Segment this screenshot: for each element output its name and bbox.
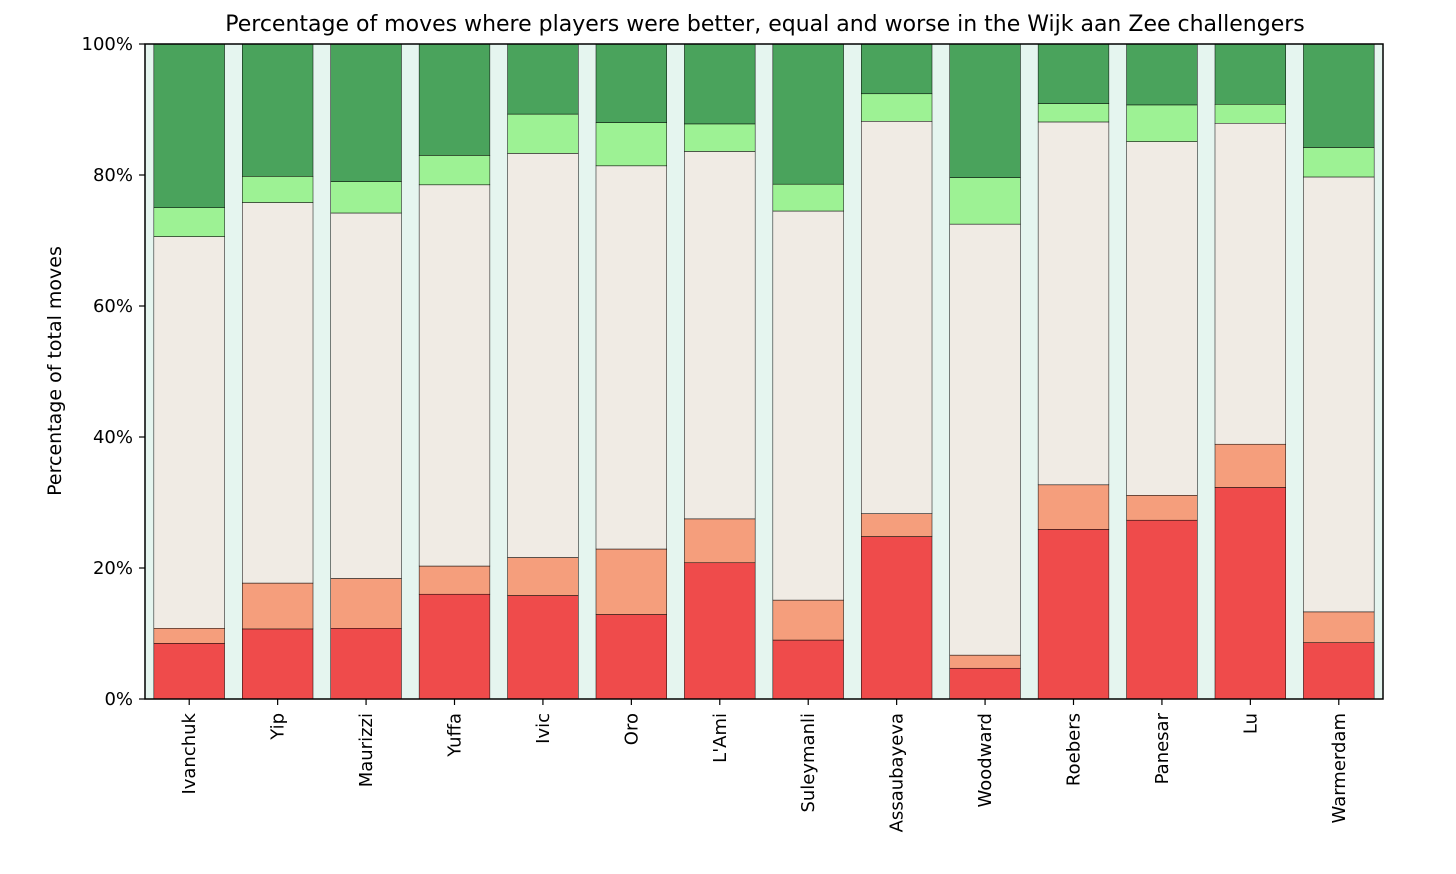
bar-better-7 — [772, 43, 844, 185]
bar-better-3 — [418, 43, 491, 156]
bar-better-10 — [1037, 43, 1110, 104]
y-axis-label: Percentage of total moves — [44, 246, 66, 496]
x-tick-label-7: Suleymanli — [798, 713, 819, 813]
y-tick-label-5: 100% — [82, 34, 133, 55]
bar-better-6 — [684, 43, 756, 125]
x-tick-label-12: Lu — [1240, 713, 1261, 734]
bars-group — [153, 43, 1375, 700]
bar-worse-11 — [1126, 519, 1198, 700]
bar-slightly-better-13 — [1303, 147, 1375, 178]
bar-better-13 — [1303, 43, 1375, 148]
x-tick-label-0: Ivanchuk — [179, 712, 200, 794]
bar-slightly-better-3 — [418, 155, 491, 186]
bar-worse-4 — [507, 595, 579, 700]
bar-slightly-worse-4 — [507, 557, 579, 596]
bar-equal-8 — [861, 121, 933, 514]
bar-worse-9 — [949, 667, 1021, 700]
x-tick-label-9: Woodward — [975, 713, 996, 807]
bar-equal-1 — [242, 202, 314, 584]
bar-better-0 — [153, 43, 225, 208]
x-tick-label-10: Roebers — [1064, 713, 1085, 786]
bar-worse-10 — [1037, 529, 1110, 700]
plot-frame — [144, 43, 1384, 700]
bar-slightly-better-5 — [595, 122, 667, 167]
bar-equal-9 — [949, 223, 1021, 656]
bar-slightly-worse-0 — [153, 628, 225, 644]
bar-slightly-worse-7 — [772, 599, 844, 641]
bar-slightly-worse-9 — [949, 654, 1021, 669]
bar-better-2 — [330, 43, 402, 182]
bar-equal-12 — [1214, 123, 1286, 445]
bar-slightly-better-0 — [153, 207, 225, 237]
bar-slightly-worse-12 — [1214, 443, 1286, 488]
bar-worse-5 — [595, 614, 667, 700]
y-axis: 0% 20% 40% 60% 80% 100% — [82, 34, 145, 710]
bar-better-12 — [1214, 43, 1286, 105]
x-tick-label-1: Yip — [268, 713, 289, 741]
bar-slightly-worse-2 — [330, 578, 402, 629]
bar-slightly-better-1 — [242, 176, 314, 203]
bar-equal-5 — [595, 165, 667, 550]
bar-better-4 — [507, 43, 579, 115]
x-tick-label-11: Panesar — [1152, 712, 1173, 784]
bar-equal-13 — [1303, 176, 1375, 613]
bar-worse-3 — [418, 593, 491, 700]
y-tick-label-1: 20% — [93, 558, 133, 579]
y-tick-label-4: 80% — [93, 165, 133, 186]
bar-slightly-better-6 — [684, 123, 756, 152]
bar-slightly-better-2 — [330, 181, 402, 214]
bar-worse-12 — [1214, 487, 1286, 700]
bar-slightly-worse-10 — [1037, 484, 1110, 530]
bar-equal-2 — [330, 212, 402, 579]
bar-worse-13 — [1303, 642, 1375, 700]
bar-slightly-worse-13 — [1303, 611, 1375, 643]
x-tick-label-6: L'Ami — [710, 713, 731, 763]
x-tick-label-3: Yuffa — [445, 713, 466, 758]
bar-slightly-worse-5 — [595, 548, 667, 615]
y-tick-label-0: 0% — [104, 689, 133, 710]
bar-worse-8 — [861, 536, 933, 700]
x-tick-label-2: Maurizzi — [356, 713, 377, 787]
bar-slightly-worse-6 — [684, 518, 756, 564]
bar-slightly-better-4 — [507, 113, 579, 154]
bar-equal-4 — [507, 153, 579, 558]
bar-equal-0 — [153, 236, 225, 629]
bar-slightly-worse-11 — [1126, 495, 1198, 521]
bar-equal-6 — [684, 151, 756, 520]
bar-better-8 — [861, 43, 933, 95]
bar-better-5 — [595, 43, 667, 123]
bar-slightly-better-11 — [1126, 104, 1198, 142]
bar-worse-0 — [153, 643, 225, 700]
chart-title: Percentage of moves where players were b… — [225, 12, 1305, 37]
x-tick-label-4: Ivic — [533, 713, 554, 744]
bar-worse-6 — [684, 562, 756, 700]
x-tick-label-13: Warmerdam — [1329, 713, 1350, 823]
bar-slightly-worse-3 — [418, 565, 491, 595]
bar-better-1 — [242, 43, 314, 177]
bar-slightly-worse-1 — [242, 582, 314, 630]
bar-slightly-better-9 — [949, 177, 1021, 225]
bar-worse-1 — [242, 628, 314, 700]
bar-slightly-better-10 — [1037, 103, 1110, 123]
bar-slightly-better-8 — [861, 93, 933, 122]
bar-slightly-worse-8 — [861, 513, 933, 537]
bar-worse-2 — [330, 628, 402, 700]
y-tick-label-2: 40% — [93, 427, 133, 448]
x-axis: Ivanchuk Yip Maurizzi Yuffa Ivic Oro L'Ami Sule… — [179, 699, 1350, 832]
bar-equal-3 — [418, 184, 491, 567]
bar-equal-10 — [1037, 121, 1110, 486]
y-tick-label-3: 60% — [93, 296, 133, 317]
x-tick-label-8: Assaubayeva — [887, 713, 908, 832]
bar-equal-7 — [772, 210, 844, 601]
bar-better-9 — [949, 43, 1021, 178]
bar-worse-7 — [772, 639, 844, 700]
bar-better-11 — [1126, 43, 1198, 106]
bar-slightly-better-12 — [1214, 104, 1286, 124]
bar-equal-11 — [1126, 141, 1198, 496]
x-tick-label-5: Oro — [621, 713, 642, 745]
bar-slightly-better-7 — [772, 183, 844, 212]
